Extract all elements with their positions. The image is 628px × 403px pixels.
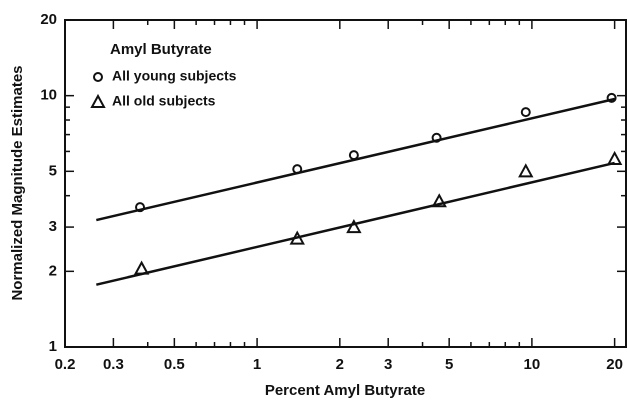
marker xyxy=(135,202,146,213)
x-tick-label: 0.5 xyxy=(164,356,185,373)
x-tick-label: 2 xyxy=(336,356,344,373)
x-tick-label: 20 xyxy=(606,356,623,373)
legend-label: All young subjects xyxy=(112,68,237,84)
marker xyxy=(606,150,623,165)
marker xyxy=(93,72,103,82)
y-tick-label: 3 xyxy=(49,218,57,235)
marker xyxy=(606,92,617,103)
marker xyxy=(292,164,303,175)
marker xyxy=(431,132,442,143)
x-tick-label: 3 xyxy=(384,356,392,373)
x-tick-label: 1 xyxy=(253,356,261,373)
x-tick-label: 10 xyxy=(524,356,541,373)
marker xyxy=(90,93,106,108)
legend-label: All old subjects xyxy=(112,93,216,109)
y-tick-label: 20 xyxy=(40,11,57,28)
marker xyxy=(520,107,531,118)
x-tick-label: 0.2 xyxy=(55,356,76,373)
y-tick-label: 10 xyxy=(40,87,57,104)
x-tick-label: 0.3 xyxy=(103,356,124,373)
marker xyxy=(346,218,362,234)
marker xyxy=(518,163,534,178)
legend-title: Amyl Butyrate xyxy=(110,41,212,58)
x-tick-label: 5 xyxy=(445,356,453,373)
x-axis-label: Percent Amyl Butyrate xyxy=(265,382,425,399)
plot-frame xyxy=(64,19,627,348)
y-tick-label: 5 xyxy=(49,162,57,179)
marker xyxy=(431,193,447,208)
y-axis-label: Normalized Magnitude Estimates xyxy=(9,65,26,300)
y-tick-label: 2 xyxy=(49,262,57,279)
marker xyxy=(289,230,305,245)
marker xyxy=(348,150,359,161)
y-tick-label: 1 xyxy=(49,338,57,355)
marker xyxy=(133,260,150,275)
